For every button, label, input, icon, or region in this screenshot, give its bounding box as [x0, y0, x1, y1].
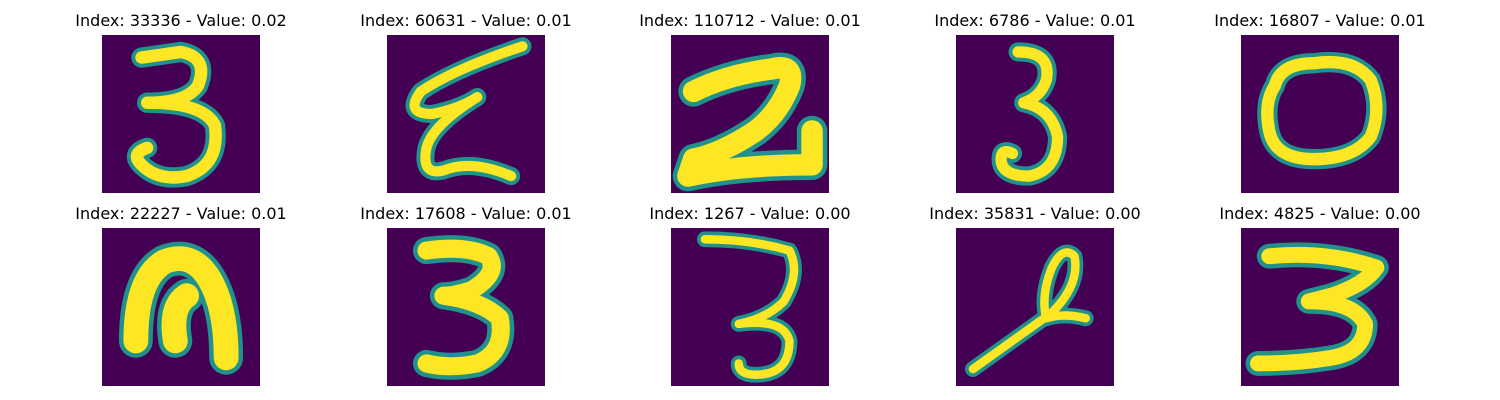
panel-title-8: Index: 1267 - Value: 0.00: [649, 204, 851, 223]
digit-3-bold-drawing: [412, 235, 515, 380]
panel-title-5: Index: 16807 - Value: 0.01: [1214, 11, 1426, 30]
panel-title-4: Index: 6786 - Value: 0.01: [934, 11, 1136, 30]
digit-image-35831: [956, 228, 1114, 386]
digit-3-narrow-drawing: [991, 42, 1068, 186]
panel-title-1: Index: 33336 - Value: 0.02: [75, 11, 287, 30]
digit-n-like-drawing: [118, 241, 244, 375]
digit-image-6786: [956, 35, 1114, 193]
digit-image-110712: [671, 35, 829, 193]
panel-title-7: Index: 17608 - Value: 0.01: [360, 204, 572, 223]
digit-image-16807: [1241, 35, 1399, 193]
panel-title-10: Index: 4825 - Value: 0.00: [1219, 204, 1421, 223]
digit-e-like-drawing: [405, 37, 532, 186]
digit-3-drawing: [126, 41, 226, 188]
digit-0-drawing: [1257, 51, 1387, 170]
digit-3-thin-drawing: [696, 231, 802, 383]
digit-image-4825: [1241, 228, 1399, 386]
panel-title-6: Index: 22227 - Value: 0.01: [75, 204, 287, 223]
panel-title-9: Index: 35831 - Value: 0.00: [929, 204, 1141, 223]
digit-image-60631: [387, 35, 545, 193]
digit-3-wide-drawing: [1245, 242, 1389, 376]
digit-4-like-drawing: [965, 244, 1094, 377]
digit-image-17608: [387, 228, 545, 386]
digit-image-1267: [671, 228, 829, 386]
digit-image-22227: [102, 228, 260, 386]
digit-image-33336: [102, 35, 260, 193]
panel-title-2: Index: 60631 - Value: 0.01: [360, 11, 572, 30]
panel-title-3: Index: 110712 - Value: 0.01: [639, 11, 861, 30]
digit-2-bold-drawing: [672, 52, 828, 192]
